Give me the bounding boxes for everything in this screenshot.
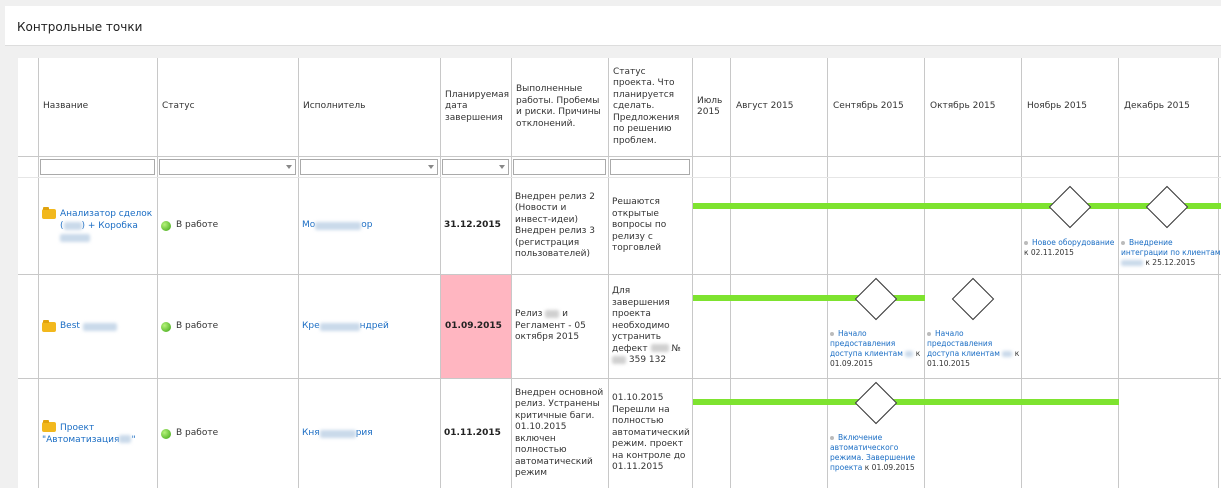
status-text: В работе xyxy=(176,220,219,231)
milestone-link[interactable]: Начало предоставления доступа клиентам xyxy=(927,329,1000,358)
col-header-status[interactable]: Статус xyxy=(162,101,195,112)
folder-icon xyxy=(42,319,56,332)
table-row-1-status: В работе xyxy=(157,178,298,274)
col-header-month-dec: Декабрь 2015 xyxy=(1124,101,1190,112)
table-row-3-assignee[interactable]: Кня рия xyxy=(298,379,440,488)
table-row-3-done: Внедрен основной релиз. Устранены критич… xyxy=(515,387,604,479)
chevron-down-icon xyxy=(286,165,292,169)
milestone-link[interactable]: Начало предоставления доступа клиентам xyxy=(830,329,903,358)
table-row-3-status: В работе xyxy=(157,379,298,488)
project-link-part[interactable]: ) + Коробка xyxy=(81,221,138,231)
milestone-diamond[interactable] xyxy=(1048,185,1092,229)
filter-assignee-select[interactable] xyxy=(300,159,438,175)
table-row-2-planned: 01.09.2015 xyxy=(441,275,511,378)
table-row-2-name[interactable]: Best xyxy=(38,275,157,378)
milestone-link[interactable]: Новое оборудование xyxy=(1032,238,1115,247)
col-header-month-nov: Ноябрь 2015 xyxy=(1027,101,1088,112)
table-row-1-project-status: Решаются открытые вопросы по релизу с то… xyxy=(612,197,667,254)
col-header-project-status[interactable]: Статус проекта. Что планируется сделать.… xyxy=(613,66,680,146)
table-row-1-done: Внедрен релиз 2 (Новости и инвест-идеи) … xyxy=(515,191,596,260)
filter-project-status-input[interactable] xyxy=(610,159,690,175)
status-ok-icon xyxy=(161,221,171,231)
milestone-date: к 02.11.2015 xyxy=(1024,248,1074,257)
timeline-bar xyxy=(693,399,1119,405)
col-header-month-aug: Август 2015 xyxy=(736,101,794,112)
table-row-2-status: В работе xyxy=(157,275,298,378)
col-header-month-oct: Октябрь 2015 xyxy=(930,101,996,112)
filter-done-input[interactable] xyxy=(513,159,606,175)
assignee-link-part[interactable]: ндрей xyxy=(359,320,389,331)
project-link-part[interactable]: "Автоматизация xyxy=(42,434,120,445)
milestone-date: к 25.12.2015 xyxy=(1145,258,1196,267)
project-link[interactable]: Best xyxy=(60,320,80,331)
milestone-label: Начало предоставления доступа клиентам к… xyxy=(927,329,1023,369)
milestone-date: к 01.10.2015 xyxy=(927,349,1020,368)
page-header: Контрольные точки xyxy=(5,6,1221,46)
milestone-diamond[interactable] xyxy=(1145,185,1189,229)
table-row-3-name[interactable]: Проект "Автоматизация " xyxy=(38,379,157,488)
project-link-part[interactable]: ( xyxy=(60,221,64,231)
assignee-link-part[interactable]: рия xyxy=(355,427,373,438)
milestone-label: Включение автоматического режима. Заверш… xyxy=(830,433,926,473)
done-text: и Регламент - 05 октября 2015 xyxy=(515,309,586,343)
status-ok-icon xyxy=(161,428,171,439)
table-row-2-project-status: Для завершения проекта необходимо устран… xyxy=(608,275,692,378)
project-link[interactable]: Анализатор сделок xyxy=(60,209,153,219)
assignee-link[interactable]: Кня xyxy=(302,427,320,438)
filter-planned-select[interactable] xyxy=(442,159,509,175)
col-header-planned[interactable]: Планируемая дата завершения xyxy=(445,89,510,123)
folder-icon xyxy=(42,206,56,219)
col-header-month-sep: Сентябрь 2015 xyxy=(833,101,904,112)
col-header-name[interactable]: Название xyxy=(43,101,89,112)
status-ok-icon xyxy=(161,321,171,332)
table-row-3-planned: 01.11.2015 xyxy=(444,427,501,438)
milestone-label: Новое оборудование к 02.11.2015 xyxy=(1024,238,1120,258)
assignee-link[interactable]: Мо xyxy=(302,220,316,231)
assignee-link-part[interactable]: ор xyxy=(361,220,373,231)
milestone-link[interactable]: Внедрение интеграции по клиентам xyxy=(1121,238,1221,257)
table-row-1-name[interactable]: Анализатор сделок ( ) + Коробка xyxy=(38,178,157,274)
status-text: В работе xyxy=(176,320,219,331)
project-link-part[interactable]: " xyxy=(131,434,136,445)
milestone-diamond[interactable] xyxy=(951,277,995,321)
table-row-1-planned: 31.12.2015 xyxy=(444,220,501,231)
timeline-bar xyxy=(693,295,925,301)
col-header-done[interactable]: Выполненные работы. Пробемы и риски. При… xyxy=(516,84,601,129)
col-header-month-jul: Июль 2015 xyxy=(697,95,723,118)
project-status-text: 359 132 xyxy=(628,355,667,366)
status-text: В работе xyxy=(176,427,219,438)
milestones-grid: Название Статус Исполнитель Планируемая … xyxy=(18,58,1221,488)
milestone-label: Внедрение интеграции по клиентам к 25.12… xyxy=(1121,238,1221,268)
milestone-diamond[interactable] xyxy=(854,277,898,321)
project-link[interactable]: Проект xyxy=(60,422,95,433)
milestone-diamond[interactable] xyxy=(854,381,898,425)
table-row-2-done: Релиз и Регламент - 05 октября 2015 xyxy=(511,275,608,378)
project-status-text: Для завершения проекта необходимо устран… xyxy=(612,286,670,354)
chevron-down-icon xyxy=(428,165,434,169)
col-header-assignee[interactable]: Исполнитель xyxy=(303,101,366,112)
table-row-1-assignee[interactable]: Мо ор xyxy=(298,178,440,274)
project-status-text: № xyxy=(671,343,681,354)
milestone-link[interactable]: Включение автоматического режима. Заверш… xyxy=(830,433,916,472)
filter-name-input[interactable] xyxy=(40,159,155,175)
folder-icon xyxy=(42,420,56,432)
milestone-date: к 01.09.2015 xyxy=(864,463,915,472)
milestone-date: к 01.09.2015 xyxy=(830,349,921,368)
chevron-down-icon xyxy=(499,165,505,169)
assignee-link[interactable]: Кре xyxy=(302,320,320,331)
page-title: Контрольные точки xyxy=(17,20,143,34)
table-row-2-assignee[interactable]: Кре ндрей xyxy=(298,275,440,378)
left-margin xyxy=(0,0,18,488)
timeline-bar xyxy=(693,203,1221,209)
done-text: Релиз xyxy=(515,309,543,320)
table-row-3-project-status: 01.10.2015 Перешли на полностью автомати… xyxy=(612,393,690,473)
filter-status-select[interactable] xyxy=(159,159,296,175)
milestone-label: Начало предоставления доступа клиентам к… xyxy=(830,329,926,369)
